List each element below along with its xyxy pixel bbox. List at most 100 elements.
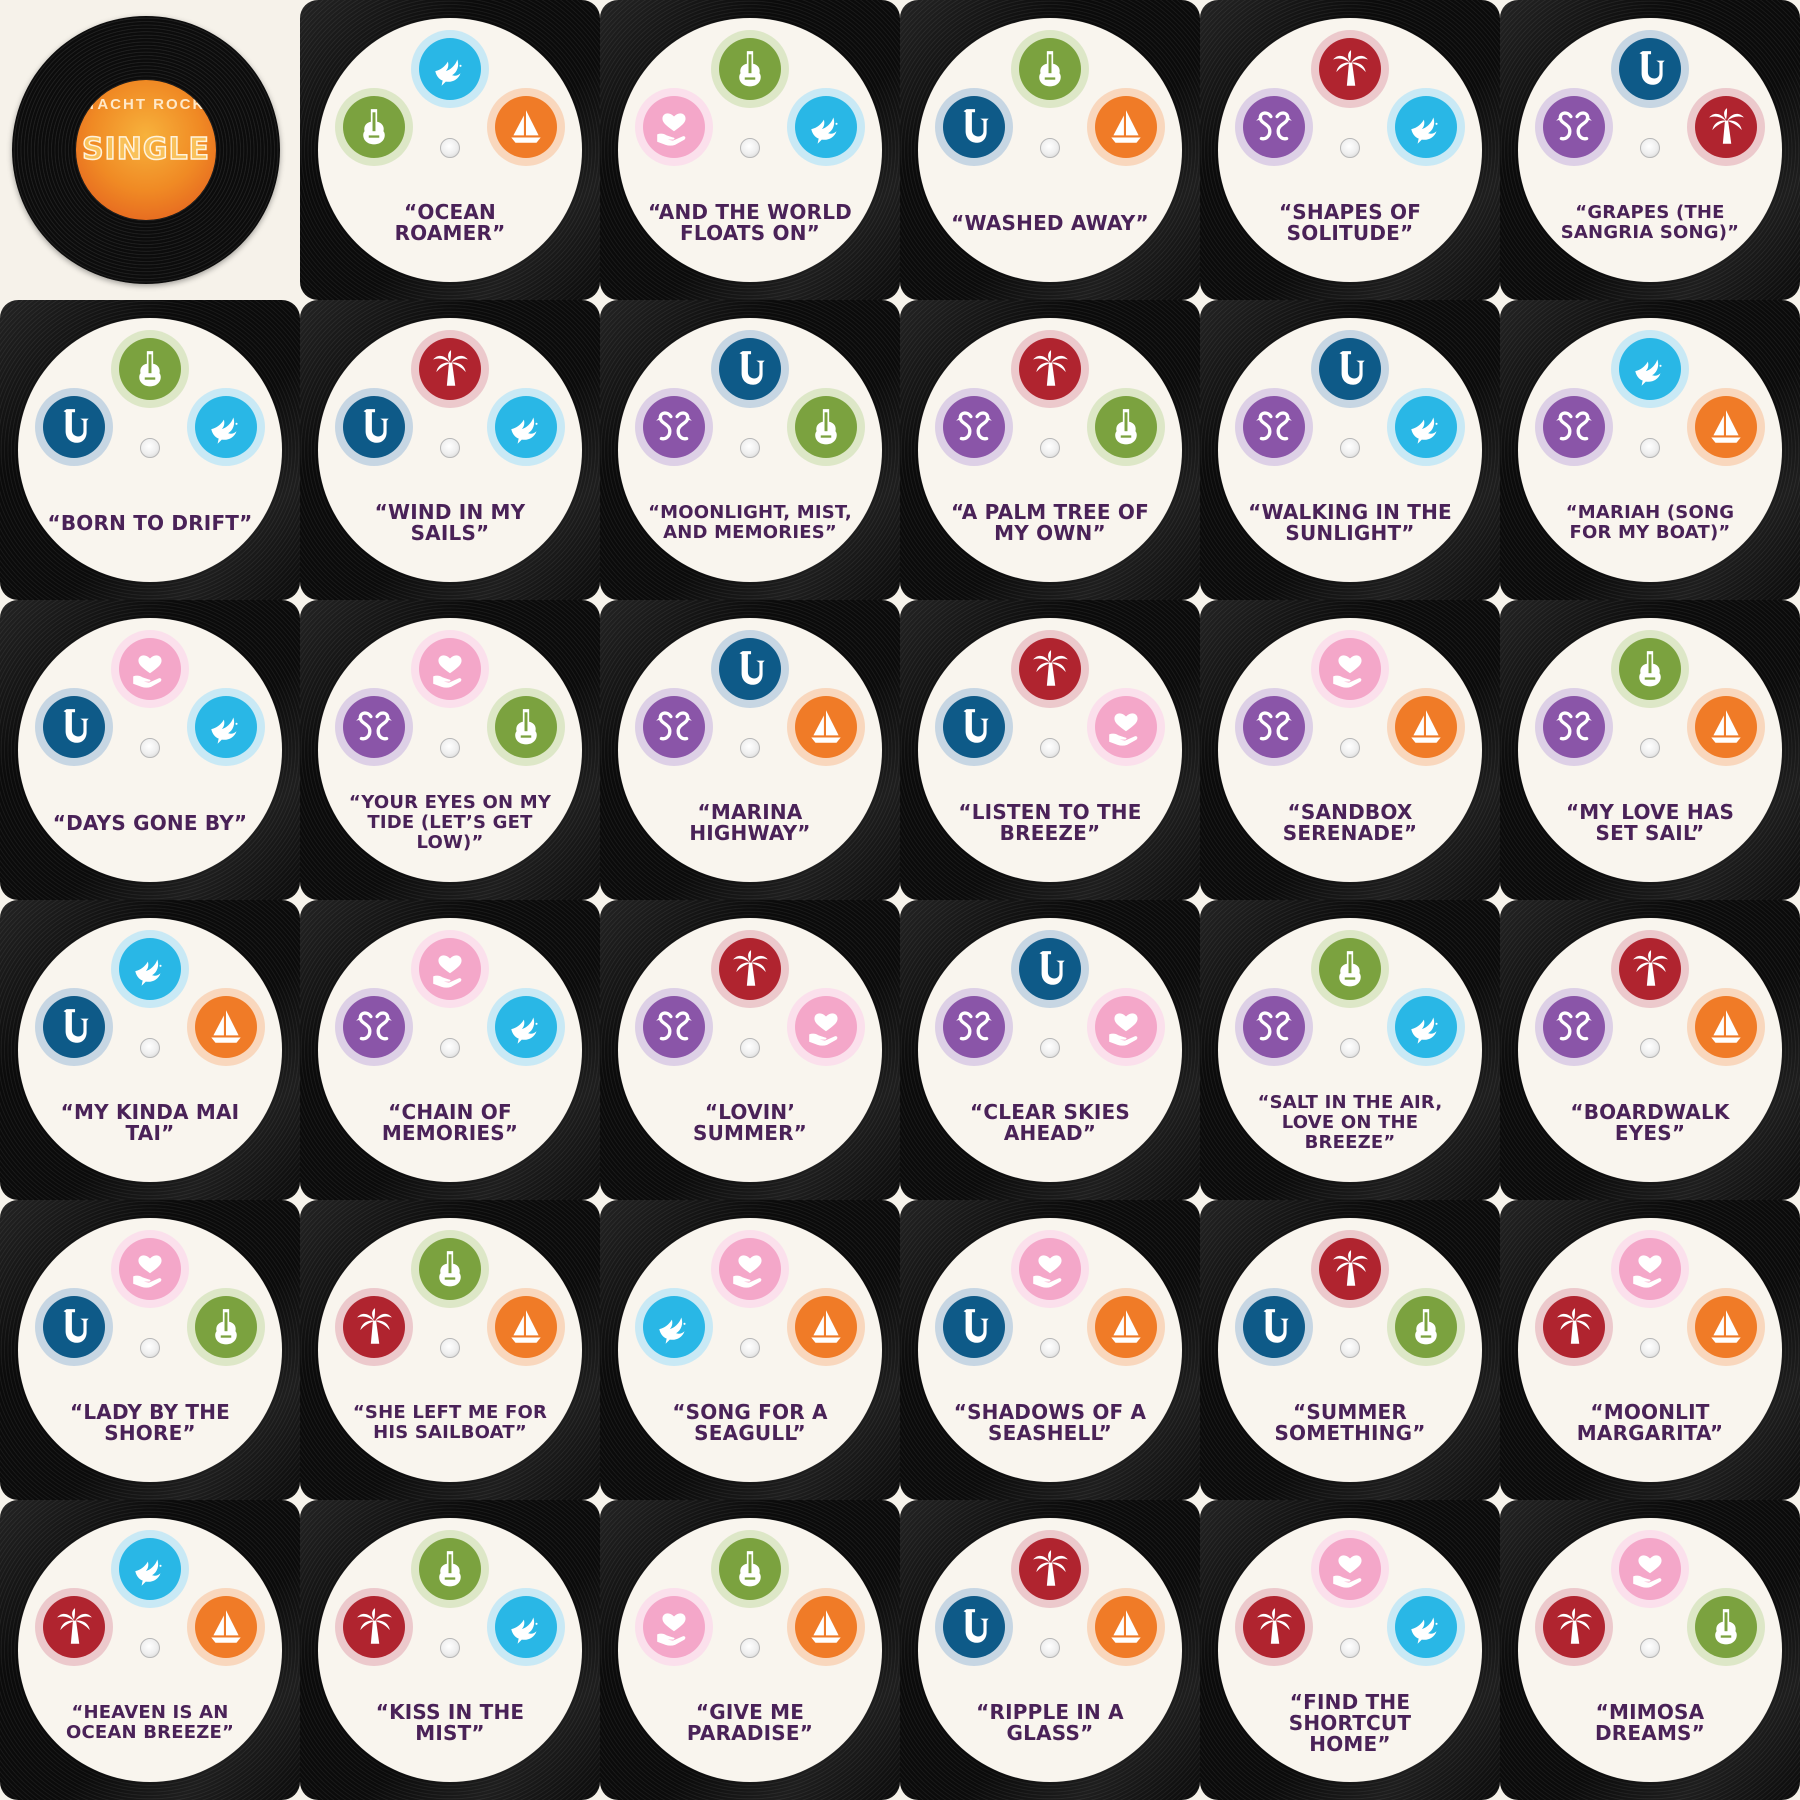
- dove-icon: [487, 1588, 565, 1666]
- spindle-hole: [140, 1638, 160, 1658]
- song-title: “CLEAR SKIES AHEAD”: [970, 1100, 1130, 1145]
- icon-cluster: [1518, 18, 1782, 282]
- record-card: “RIPPLE IN A GLASS”: [900, 1500, 1200, 1800]
- song-title: “SUMMER SOMETHING”: [1274, 1400, 1426, 1445]
- spindle-hole: [1640, 438, 1660, 458]
- guitar-icon: [711, 1530, 789, 1608]
- spindle-hole: [1040, 738, 1060, 758]
- icon-cluster: [1218, 1518, 1482, 1782]
- icon-cluster: [18, 618, 282, 882]
- spindle-hole: [440, 738, 460, 758]
- record-card: “YOUR EYES ON MY TIDE (LET’S GET LOW)”: [300, 600, 600, 900]
- song-title: “SALT IN THE AIR, LOVE ON THE BREEZE”: [1257, 1092, 1443, 1153]
- song-title: “LISTEN TO THE BREEZE”: [958, 800, 1142, 845]
- spindle-hole: [1340, 1338, 1360, 1358]
- dove-icon: [487, 988, 565, 1066]
- icon-cluster: [318, 18, 582, 282]
- palm-icon: [411, 330, 489, 408]
- record-label: “BORN TO DRIFT”: [18, 318, 282, 582]
- icon-cluster: [618, 618, 882, 882]
- song-title: “SANDBOX SERENADE”: [1282, 800, 1418, 845]
- icon-cluster: [18, 318, 282, 582]
- sax-icon: [1011, 930, 1089, 1008]
- sax-icon: [1311, 330, 1389, 408]
- sax-icon: [35, 988, 113, 1066]
- record-label: “RIPPLE IN A GLASS”: [918, 1518, 1182, 1782]
- icon-cluster: [1518, 1518, 1782, 1782]
- sailboat-icon: [1687, 388, 1765, 466]
- record-card: “MOONLIGHT, MIST, AND MEMORIES”: [600, 300, 900, 600]
- palm-icon: [1535, 1288, 1613, 1366]
- guitar-icon: [487, 688, 565, 766]
- flamingo-icon: [1535, 388, 1613, 466]
- record-label: “YOUR EYES ON MY TIDE (LET’S GET LOW)”: [318, 618, 582, 882]
- song-title: “DAYS GONE BY”: [52, 810, 248, 835]
- spindle-hole: [1640, 738, 1660, 758]
- spindle-hole: [740, 1638, 760, 1658]
- spindle-hole: [1040, 1038, 1060, 1058]
- logo-card: YACHT ROCK SINGLE: [0, 0, 300, 300]
- spindle-hole: [1640, 138, 1660, 158]
- dove-icon: [187, 388, 265, 466]
- spindle-hole: [1040, 138, 1060, 158]
- song-title: “SONG FOR A SEAGULL”: [672, 1400, 828, 1445]
- icon-cluster: [1218, 918, 1482, 1182]
- icon-cluster: [618, 1218, 882, 1482]
- icon-cluster: [318, 318, 582, 582]
- song-title: “KISS IN THE MIST”: [375, 1700, 525, 1745]
- record-card: “FIND THE SHORTCUT HOME”: [1200, 1500, 1500, 1800]
- flamingo-icon: [335, 988, 413, 1066]
- dove-icon: [1611, 330, 1689, 408]
- guitar-icon: [411, 1230, 489, 1308]
- sailboat-icon: [1087, 1288, 1165, 1366]
- guitar-icon: [1387, 1288, 1465, 1366]
- sailboat-icon: [1687, 1288, 1765, 1366]
- record-card: “CLEAR SKIES AHEAD”: [900, 900, 1200, 1200]
- icon-cluster: [318, 1518, 582, 1782]
- guitar-icon: [411, 1530, 489, 1608]
- song-title: “MY KINDA MAI TAI”: [60, 1100, 240, 1145]
- record-card: “SANDBOX SERENADE”: [1200, 600, 1500, 900]
- icon-cluster: [1518, 1218, 1782, 1482]
- record-card: “WALKING IN THE SUNLIGHT”: [1200, 300, 1500, 600]
- sax-icon: [935, 1588, 1013, 1666]
- icon-cluster: [618, 318, 882, 582]
- record-card: “GRAPES (THE SANGRIA SONG)”: [1500, 0, 1800, 300]
- dove-icon: [787, 88, 865, 166]
- guitar-icon: [1611, 630, 1689, 708]
- heart-icon: [411, 930, 489, 1008]
- record-label: “BOARDWALK EYES”: [1518, 918, 1782, 1182]
- heart-icon: [1611, 1230, 1689, 1308]
- record-card: “MARINA HIGHWAY”: [600, 600, 900, 900]
- song-title: “GIVE ME PARADISE”: [686, 1700, 814, 1745]
- song-title: “WIND IN MY SAILS”: [374, 500, 526, 545]
- record-card: “SHE LEFT ME FOR HIS SAILBOAT”: [300, 1200, 600, 1500]
- flamingo-icon: [1535, 88, 1613, 166]
- record-card: “LADY BY THE SHORE”: [0, 1200, 300, 1500]
- record-label: “GIVE ME PARADISE”: [618, 1518, 882, 1782]
- icon-cluster: [918, 1518, 1182, 1782]
- spindle-hole: [140, 438, 160, 458]
- sax-icon: [1611, 30, 1689, 108]
- song-title: “WALKING IN THE SUNLIGHT”: [1248, 500, 1452, 545]
- song-title: “SHE LEFT ME FOR HIS SAILBOAT”: [352, 1402, 548, 1443]
- record-label: “MARIAH (SONG FOR MY BOAT)”: [1518, 318, 1782, 582]
- heart-icon: [711, 1230, 789, 1308]
- palm-icon: [335, 1288, 413, 1366]
- palm-icon: [335, 1588, 413, 1666]
- record-card: “MARIAH (SONG FOR MY BOAT)”: [1500, 300, 1800, 600]
- sailboat-icon: [787, 688, 865, 766]
- palm-icon: [1011, 330, 1089, 408]
- record-card: “MIMOSA DREAMS”: [1500, 1500, 1800, 1800]
- record-center-label: YACHT ROCK SINGLE: [76, 80, 216, 220]
- spindle-hole: [1340, 1638, 1360, 1658]
- spindle-hole: [440, 1638, 460, 1658]
- icon-cluster: [1218, 618, 1482, 882]
- record-label: “WIND IN MY SAILS”: [318, 318, 582, 582]
- icon-cluster: [918, 318, 1182, 582]
- palm-icon: [35, 1588, 113, 1666]
- song-title: “FIND THE SHORTCUT HOME”: [1288, 1689, 1412, 1756]
- record-label: “A PALM TREE OF MY OWN”: [918, 318, 1182, 582]
- song-title: “MIMOSA DREAMS”: [1595, 1700, 1705, 1745]
- song-title: “MARIAH (SONG FOR MY BOAT)”: [1565, 502, 1735, 543]
